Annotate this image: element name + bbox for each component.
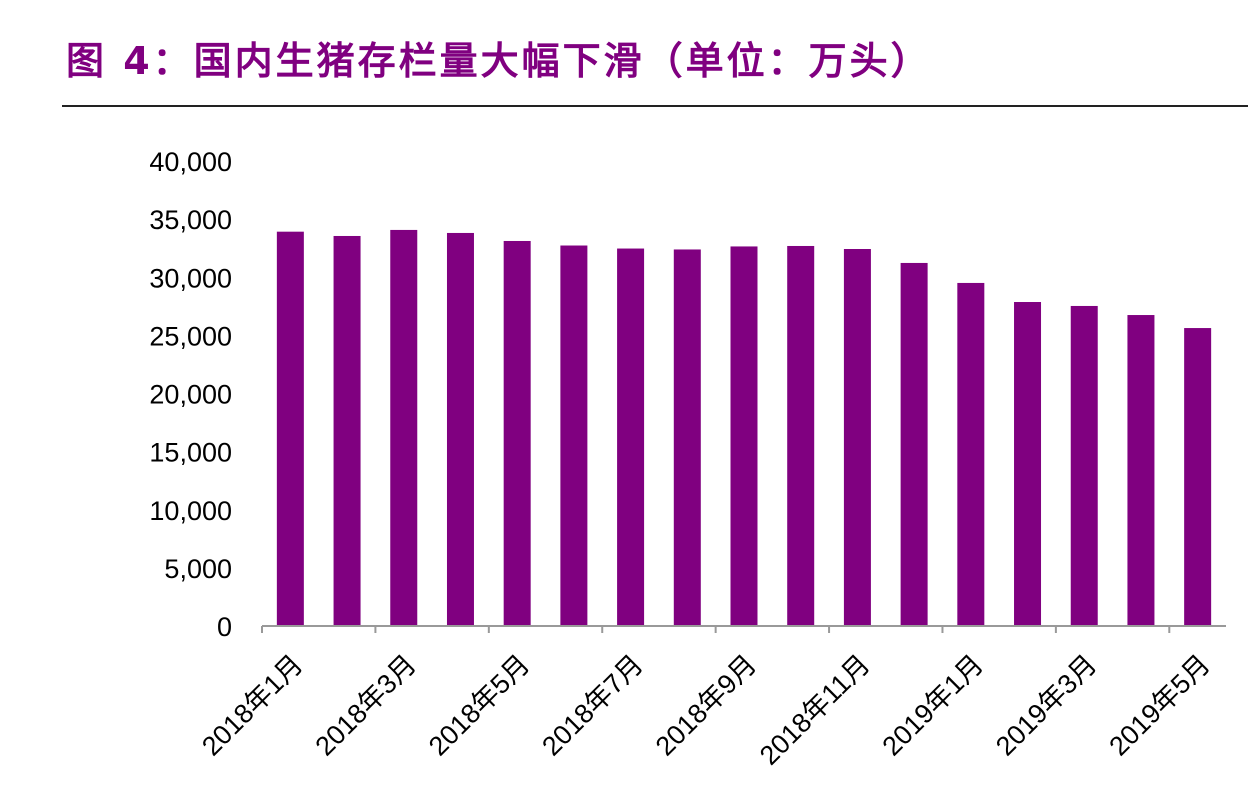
y-tick-label: 40,000 xyxy=(149,147,232,177)
bar xyxy=(957,282,985,626)
bar xyxy=(843,249,871,626)
bar xyxy=(560,245,588,627)
y-tick-label: 30,000 xyxy=(149,263,232,293)
y-tick-label: 20,000 xyxy=(149,380,232,410)
x-tick-label: 2019年5月 xyxy=(1103,649,1215,761)
title-divider xyxy=(62,105,1248,107)
y-tick-label: 15,000 xyxy=(149,438,232,468)
bar xyxy=(446,232,474,627)
y-tick-label: 10,000 xyxy=(149,496,232,526)
bar xyxy=(673,249,701,626)
bar xyxy=(1127,315,1155,626)
bar xyxy=(787,245,815,626)
bar xyxy=(333,235,361,626)
bar xyxy=(617,248,645,626)
x-tick-label: 2018年11月 xyxy=(754,649,876,771)
x-tick-label: 2019年1月 xyxy=(877,649,989,761)
x-tick-label: 2018年7月 xyxy=(536,649,648,761)
x-tick-label: 2019年3月 xyxy=(990,649,1102,761)
bar xyxy=(1070,305,1098,626)
bar xyxy=(730,246,758,626)
y-tick-label: 0 xyxy=(217,612,232,642)
x-tick-label: 2018年1月 xyxy=(196,649,308,761)
bar xyxy=(390,229,418,626)
bar xyxy=(276,231,304,626)
bar xyxy=(1184,328,1212,626)
x-tick-label: 2018年5月 xyxy=(423,649,535,761)
bar xyxy=(900,262,928,626)
x-tick-label: 2018年3月 xyxy=(310,649,422,761)
y-tick-label: 25,000 xyxy=(149,321,232,351)
bar xyxy=(1014,302,1042,626)
x-tick-label: 2018年9月 xyxy=(650,649,762,761)
chart-title: 图 4：国内生猪存栏量大幅下滑（单位：万头） xyxy=(66,39,932,83)
y-tick-label: 5,000 xyxy=(164,554,232,584)
y-tick-label: 35,000 xyxy=(149,205,232,235)
bar xyxy=(503,240,531,627)
